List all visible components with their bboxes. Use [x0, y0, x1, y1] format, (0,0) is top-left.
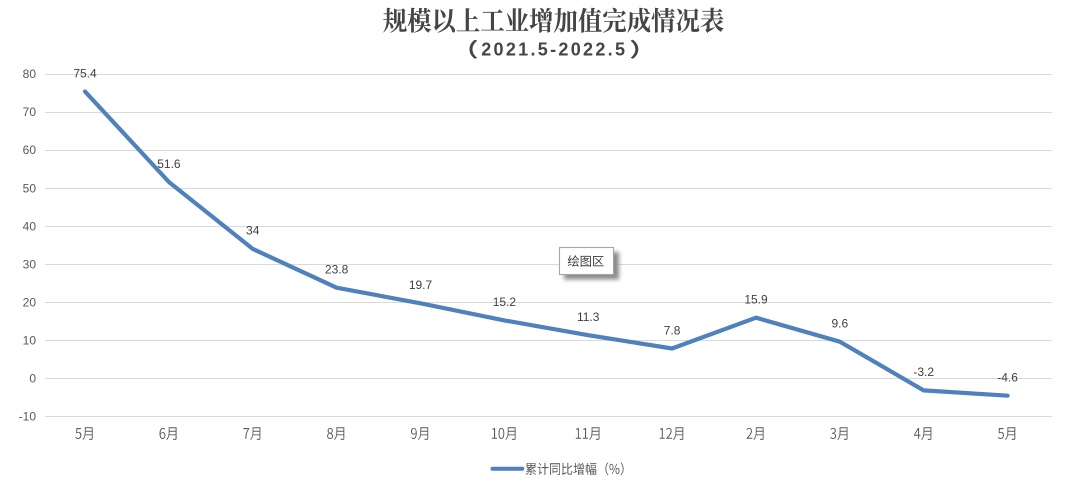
svg-text:75.4: 75.4: [73, 66, 97, 80]
svg-text:11.3: 11.3: [577, 310, 600, 324]
svg-text:30: 30: [23, 257, 37, 271]
svg-text:-4.6: -4.6: [997, 371, 1018, 385]
svg-text:40: 40: [23, 219, 37, 233]
svg-text:9.6: 9.6: [831, 317, 848, 331]
svg-text:60: 60: [23, 143, 37, 157]
svg-text:15.9: 15.9: [744, 293, 768, 307]
svg-text:10: 10: [23, 333, 37, 347]
svg-text:50: 50: [23, 181, 37, 195]
svg-text:80: 80: [23, 67, 37, 81]
svg-text:19.7: 19.7: [409, 278, 433, 292]
svg-text:70: 70: [23, 105, 37, 119]
svg-text:51.6: 51.6: [157, 157, 181, 171]
svg-text:-3.2: -3.2: [913, 365, 934, 379]
svg-text:20: 20: [23, 295, 37, 309]
svg-text:2021.5-2022.5: 2021.5-2022.5: [481, 40, 625, 60]
svg-text:7.8: 7.8: [664, 323, 681, 337]
svg-text:-10: -10: [19, 409, 37, 423]
svg-text:34: 34: [246, 224, 260, 238]
svg-text:15.2: 15.2: [493, 295, 517, 309]
svg-text:23.8: 23.8: [325, 263, 349, 277]
svg-text:0: 0: [29, 371, 36, 385]
